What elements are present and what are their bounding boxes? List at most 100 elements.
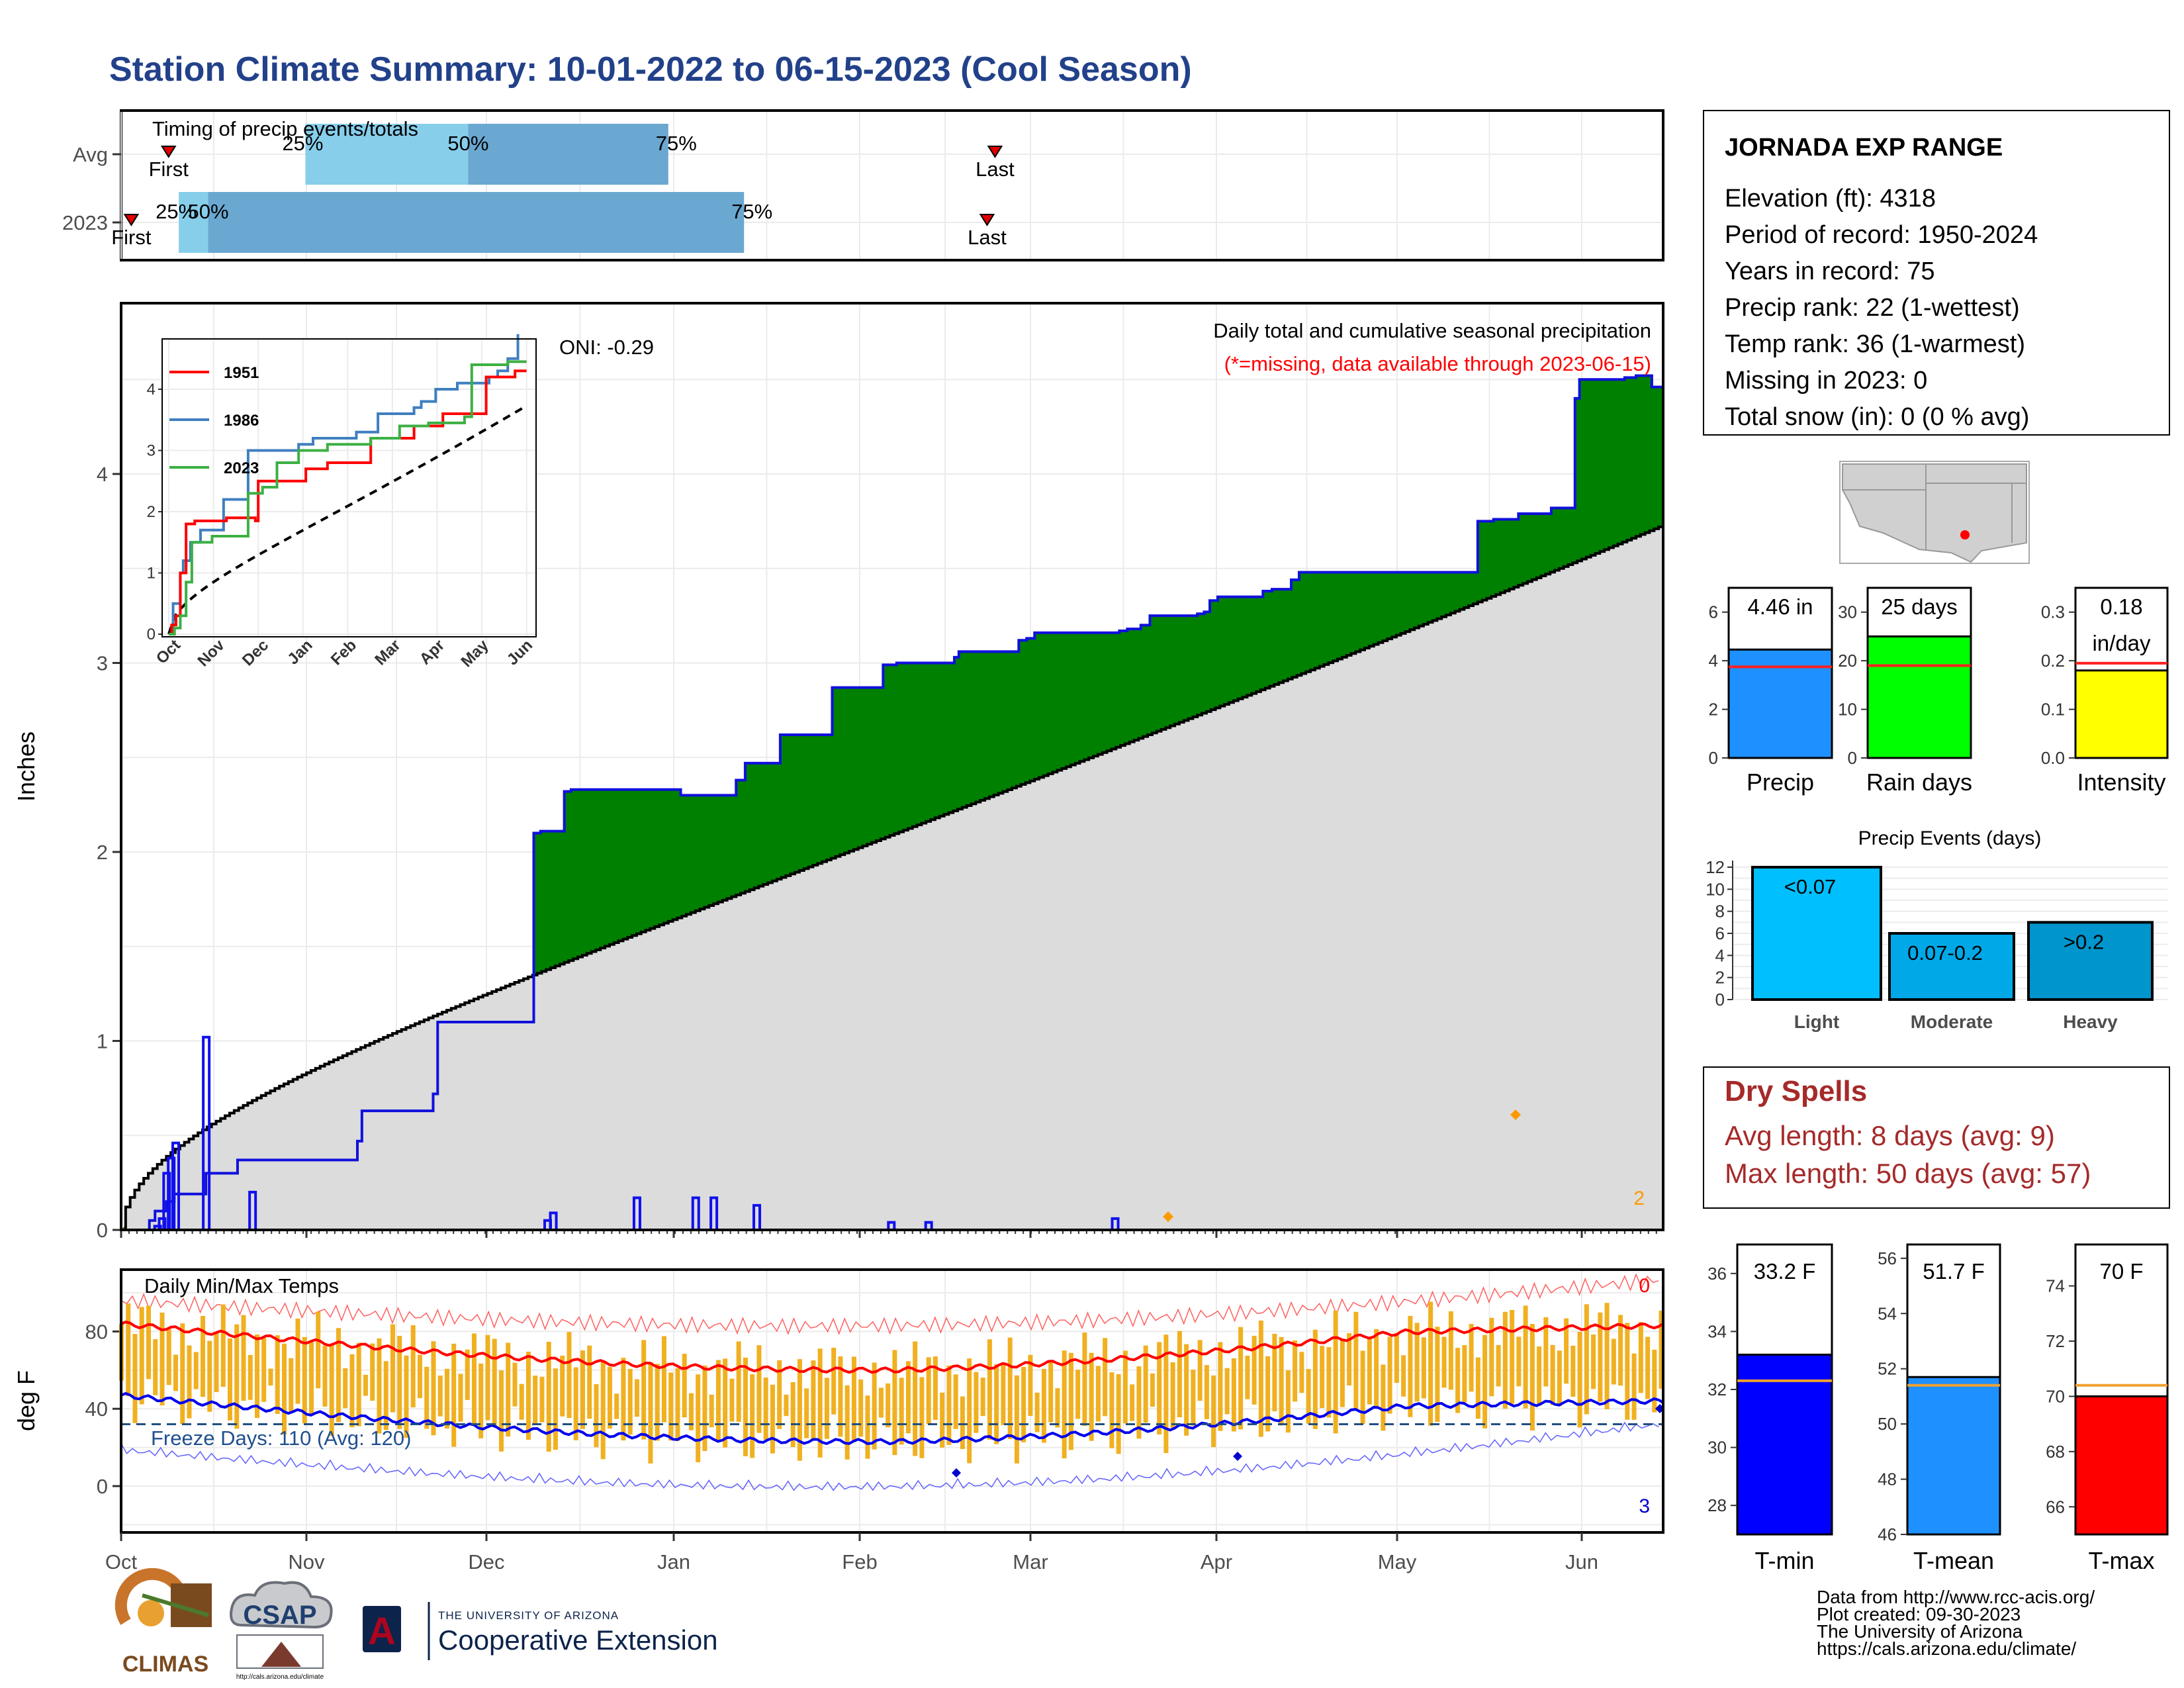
mini-bar-tick-label: 30	[1838, 602, 1857, 622]
daily-temp-bar	[404, 1355, 409, 1438]
precip-y-axis: 0 1 2 3 4	[97, 463, 121, 1242]
daily-temp-bar	[1306, 1369, 1311, 1424]
mini-bar-tick-label: 0	[1848, 748, 1857, 768]
daily-temp-bar	[715, 1360, 721, 1441]
temp-bar-tick-label: 50	[1878, 1414, 1897, 1434]
daily-temp-bar	[173, 1354, 178, 1391]
daily-temp-bar	[743, 1357, 748, 1456]
precip-count-right: 2	[1633, 1188, 1645, 1209]
daily-temp-bar	[940, 1392, 945, 1448]
precip-events-tick-label: 0	[1715, 990, 1725, 1009]
mini-bar-value-label: 4.46 in	[1747, 594, 1813, 619]
precip-y-label: Inches	[13, 731, 40, 802]
daily-temp-bar	[254, 1334, 259, 1419]
daily-temp-bar	[1299, 1352, 1304, 1393]
daily-temp-bar	[1428, 1301, 1433, 1426]
precip-events-tick-label: 6	[1715, 923, 1725, 943]
temp-bar-tick-label: 52	[1878, 1359, 1897, 1379]
timing-q50-label: 50%	[188, 200, 229, 223]
month-tick-label: Jan	[657, 1550, 690, 1573]
daily-temp-bar	[1251, 1335, 1257, 1405]
month-tick-label: Jun	[1565, 1550, 1598, 1573]
temp-bar-tick-label: 72	[2046, 1331, 2065, 1351]
precip-events-tick-label: 4	[1715, 945, 1725, 965]
precip-events-bar-heavy	[2027, 921, 2154, 1002]
daily-temp-bar	[289, 1358, 294, 1413]
daily-temp-bar	[498, 1370, 504, 1452]
mini-bar-tick-label: 10	[1838, 700, 1857, 720]
daily-temp-bar	[648, 1362, 653, 1464]
daily-temp-bar	[1421, 1337, 1426, 1399]
daily-temp-bar	[1347, 1333, 1352, 1386]
daily-temp-bar	[275, 1335, 280, 1414]
temp-bar-tick-label: 74	[2046, 1276, 2065, 1296]
inset-y-tick-label: 3	[147, 442, 156, 460]
daily-temp-bar	[946, 1365, 952, 1445]
footer-line-url: https://cals.arizona.edu/climate/	[1817, 1638, 2076, 1659]
daily-temp-bar	[458, 1374, 463, 1422]
daily-temp-bar	[1320, 1346, 1325, 1409]
daily-temp-bar	[899, 1378, 904, 1445]
daily-temp-bar	[1638, 1322, 1643, 1393]
inset-legend-label: 1986	[224, 412, 259, 430]
csap-logo-url: http://cals.arizona.edu/climate	[236, 1673, 324, 1681]
daily-temp-bar	[600, 1360, 606, 1460]
mini-bar-chart-intensity: 0.0 0.1 0.2 0.3 0.18 in/day Intensity	[2041, 586, 2169, 796]
daily-temp-bar	[1279, 1336, 1284, 1426]
daily-temp-bar	[1312, 1329, 1318, 1429]
daily-temp-bar	[1021, 1366, 1026, 1442]
inset-y-tick-label: 1	[147, 565, 156, 583]
mini-bar-tick-label: 4	[1709, 651, 1718, 671]
month-tick-label: Oct	[105, 1550, 138, 1573]
month-tick-label: Apr	[1201, 1550, 1232, 1573]
daily-temp-bar	[1598, 1312, 1603, 1402]
daily-temp-bar	[668, 1372, 674, 1441]
daily-temp-bar	[132, 1334, 138, 1423]
daily-temp-bar	[1245, 1356, 1250, 1399]
daily-temp-bar	[1163, 1335, 1169, 1454]
daily-temp-bar	[641, 1340, 647, 1440]
ua-logo-top-text: THE UNIVERSITY OF ARIZONA	[438, 1609, 619, 1622]
daily-temp-bar	[1577, 1331, 1582, 1428]
temp-y-tick-label: 0	[97, 1475, 108, 1498]
footer: Data from http://www.rcc-acis.org/ Plot …	[114, 1568, 2095, 1681]
daily-temp-bar	[539, 1376, 545, 1423]
daily-temp-bar	[567, 1332, 572, 1419]
temp-bar-tick-label: 66	[2046, 1497, 2065, 1517]
month-tick-label: May	[1378, 1550, 1417, 1573]
daily-temp-bar	[444, 1368, 449, 1429]
precip-events-bar-label: <0.07	[1784, 875, 1836, 898]
daily-temp-bar	[1401, 1355, 1406, 1397]
daily-temp-bar	[688, 1393, 694, 1430]
daily-temp-bar	[363, 1374, 368, 1396]
daily-temp-bar	[1170, 1362, 1175, 1429]
average-min-temp-line	[120, 1391, 1664, 1446]
precip-y-tick-label: 1	[97, 1030, 108, 1053]
daily-temp-bar	[1462, 1345, 1467, 1403]
daily-temp-bar	[770, 1384, 775, 1454]
temp-bar-tick-label: 30	[1707, 1438, 1727, 1458]
daily-temp-bar	[1055, 1388, 1060, 1428]
freeze-days-label: Freeze Days: 110 (Avg: 120)	[151, 1427, 411, 1450]
daily-temp-bar	[1143, 1345, 1148, 1423]
daily-temp-bar	[322, 1345, 328, 1407]
daily-temp-bar	[451, 1343, 457, 1447]
timing-q50-label: 50%	[447, 132, 488, 155]
daily-temp-bar	[1353, 1311, 1359, 1410]
temp-bar-tick-label: 56	[1878, 1248, 1897, 1268]
temp-panel-title: Daily Min/Max Temps	[144, 1274, 339, 1297]
daily-temp-bar	[478, 1363, 484, 1438]
inset-legend: 1951 1986 2023	[169, 364, 259, 477]
daily-temp-bar	[234, 1324, 240, 1429]
temp-y-tick-label: 80	[85, 1320, 108, 1343]
daily-temp-bar	[987, 1339, 992, 1440]
daily-temp-bar	[336, 1328, 341, 1423]
daily-temp-bar	[926, 1357, 931, 1425]
daily-temp-bar	[187, 1345, 192, 1419]
daily-temp-bar	[1041, 1369, 1046, 1443]
daily-temp-bar	[1285, 1370, 1291, 1433]
daily-temp-bar	[675, 1368, 680, 1441]
daily-temp-bar	[763, 1377, 768, 1440]
